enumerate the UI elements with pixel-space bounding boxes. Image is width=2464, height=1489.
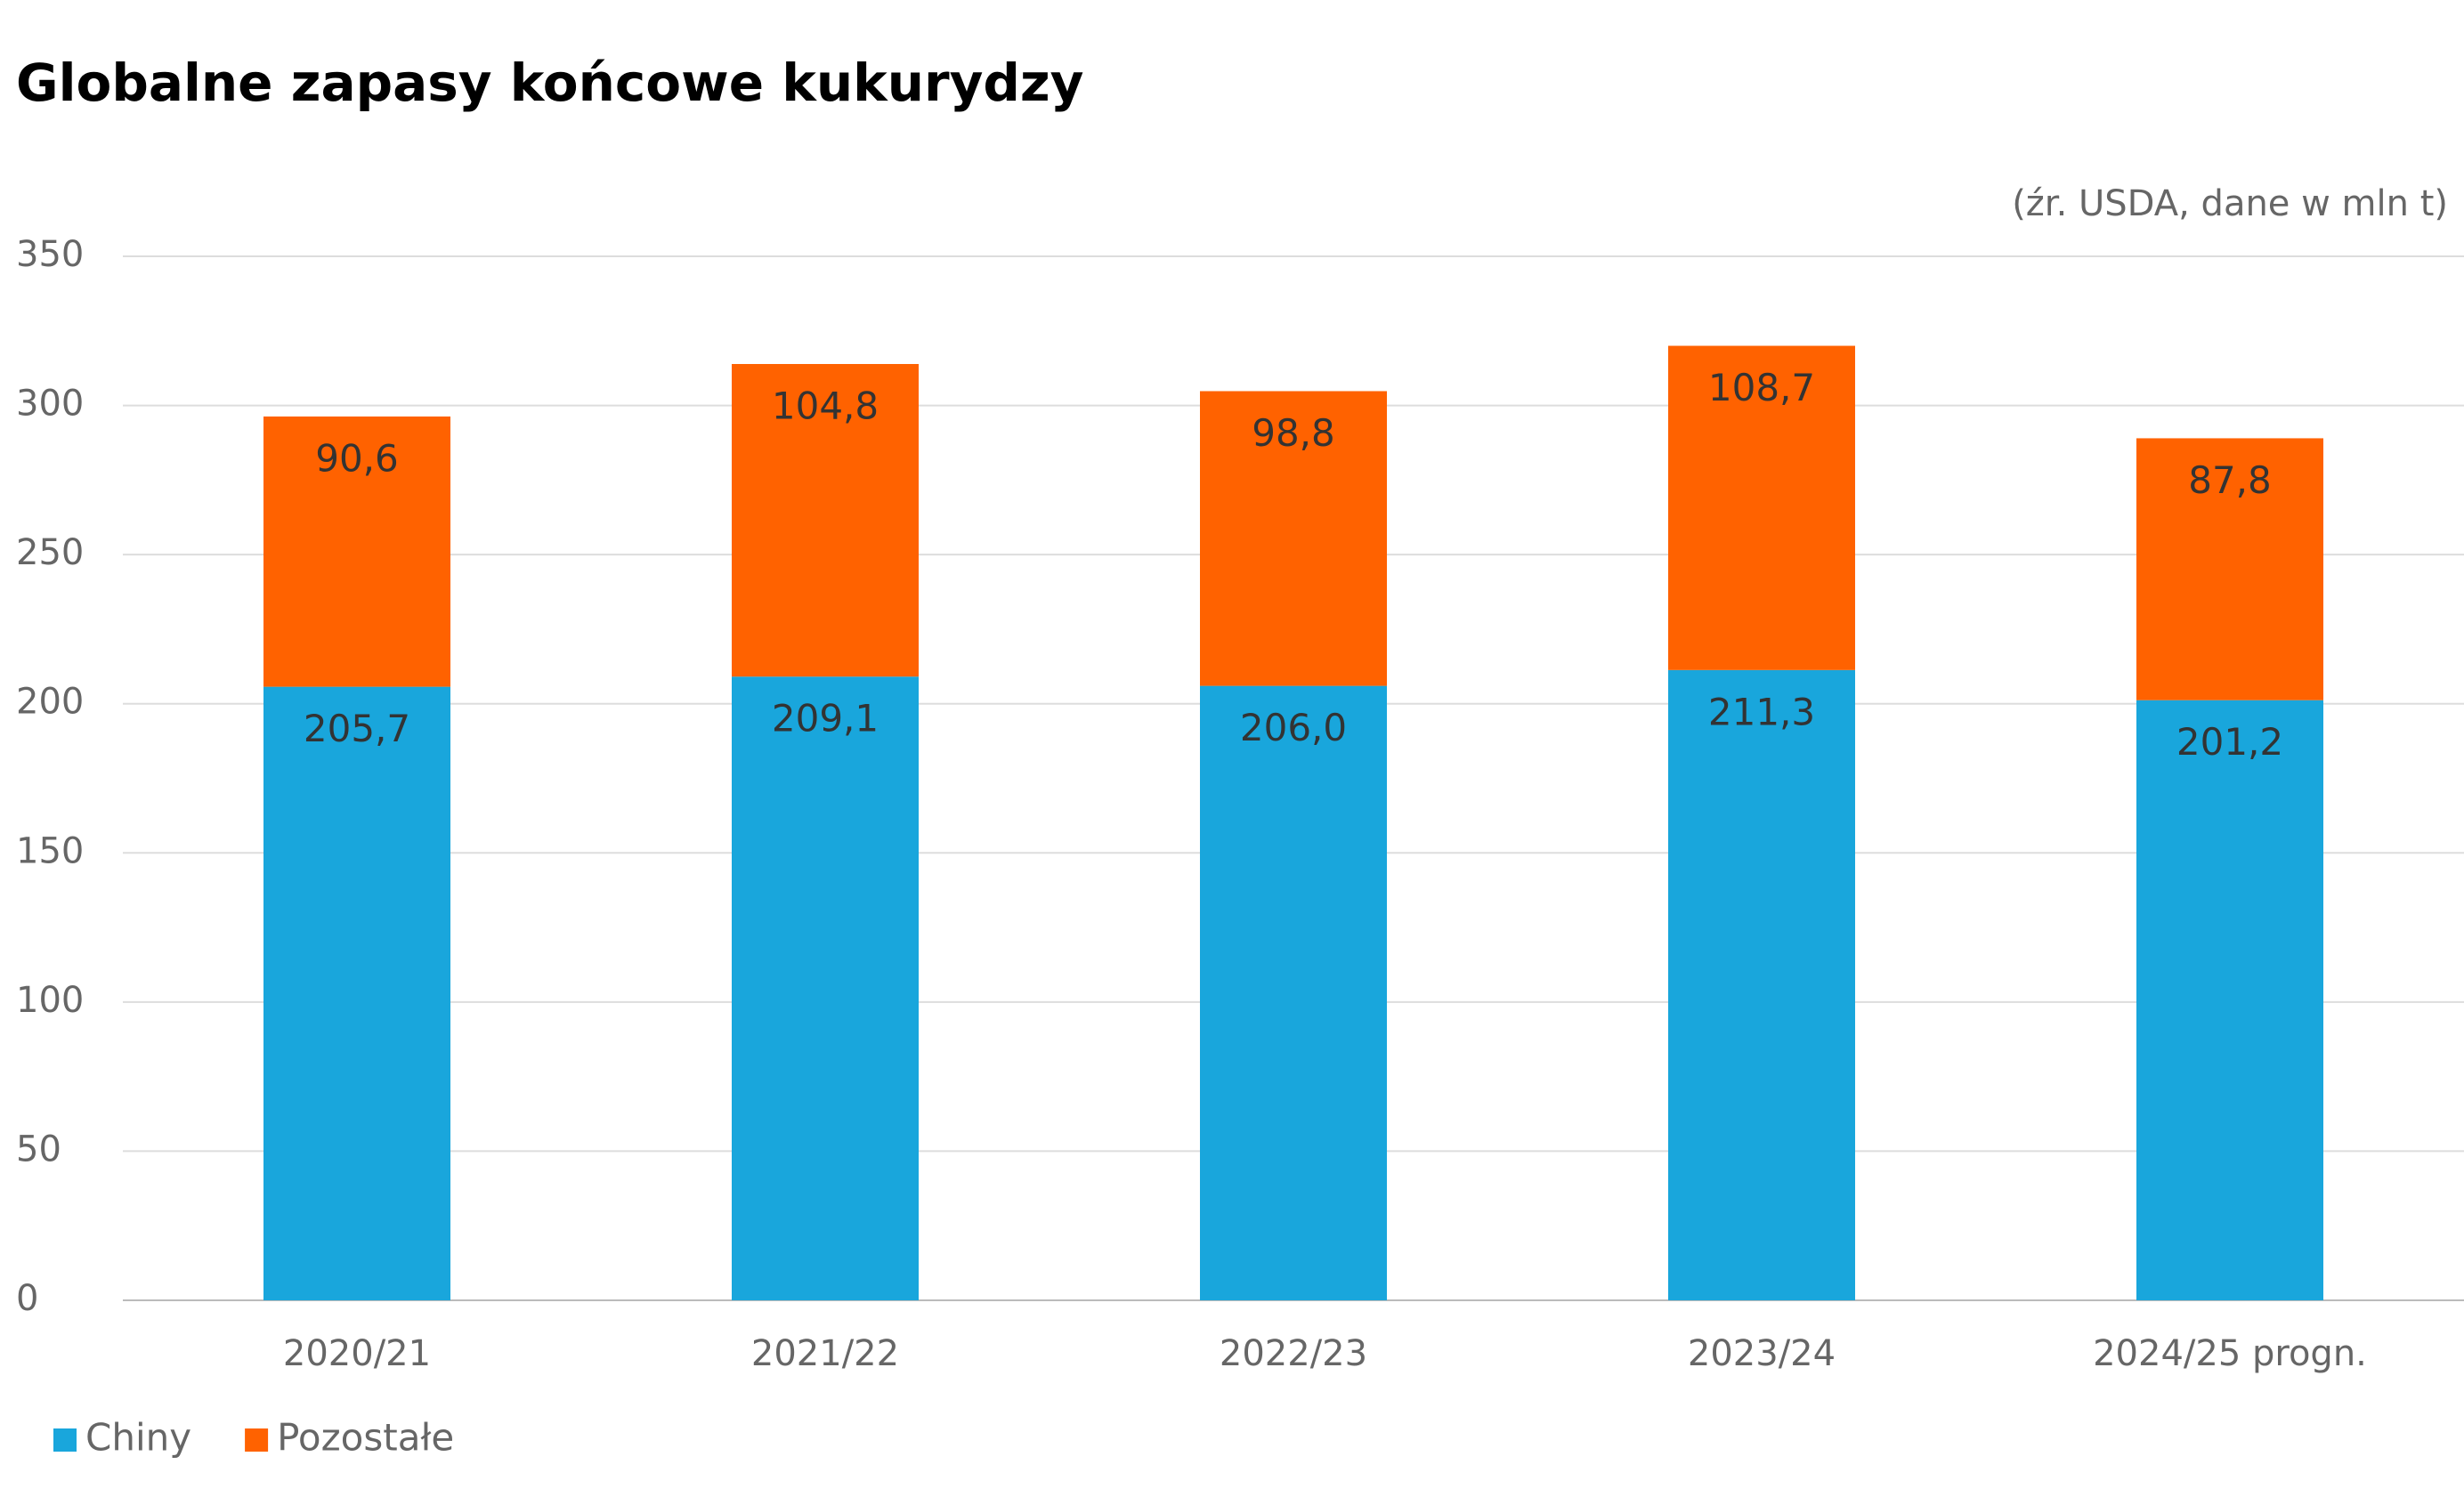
legend-label: Pozostałe xyxy=(277,1416,454,1460)
chart-subtitle: (źr. USDA, dane w mln t) xyxy=(2012,183,2448,224)
y-tick-label: 150 xyxy=(16,830,84,871)
x-tick-label: 2024/25 progn. xyxy=(2093,1333,2367,1374)
legend-swatch xyxy=(53,1428,77,1452)
chart-title: Globalne zapasy końcowe kukurydzy xyxy=(16,53,1083,113)
legend-swatch xyxy=(245,1428,269,1452)
x-tick-label: 2023/24 xyxy=(1688,1333,1836,1374)
x-tick-label: 2020/21 xyxy=(283,1333,431,1374)
data-label: 90,6 xyxy=(315,436,399,480)
bar-segment xyxy=(732,676,919,1300)
y-tick-label: 50 xyxy=(16,1129,61,1169)
data-label: 206,0 xyxy=(1240,706,1347,749)
bar-segment xyxy=(1668,345,1855,670)
y-tick-label: 250 xyxy=(16,532,84,573)
legend-label: Chiny xyxy=(85,1416,191,1460)
bar-segment xyxy=(732,363,919,677)
bar-segment xyxy=(1200,391,1387,686)
y-tick-label: 0 xyxy=(16,1278,38,1319)
bar-segment xyxy=(1668,669,1855,1300)
data-label: 201,2 xyxy=(2176,720,2283,764)
data-label: 209,1 xyxy=(772,697,879,740)
bar-segment xyxy=(263,416,450,687)
data-label: 104,8 xyxy=(772,384,879,427)
y-tick-label: 350 xyxy=(16,234,84,275)
bar-segment xyxy=(2136,700,2323,1300)
x-tick-label: 2021/22 xyxy=(751,1333,899,1374)
data-label: 98,8 xyxy=(1252,411,1335,455)
data-label: 205,7 xyxy=(304,707,410,750)
y-tick-label: 300 xyxy=(16,384,84,425)
data-label: 108,7 xyxy=(1708,366,1815,409)
y-tick-label: 200 xyxy=(16,682,84,723)
bar-segment xyxy=(263,686,450,1300)
bar-segment xyxy=(1200,685,1387,1300)
data-label: 211,3 xyxy=(1708,690,1815,733)
bar-segment xyxy=(2136,438,2323,700)
data-label: 87,8 xyxy=(2188,458,2272,502)
y-tick-label: 100 xyxy=(16,980,84,1021)
x-tick-label: 2022/23 xyxy=(1220,1333,1367,1374)
